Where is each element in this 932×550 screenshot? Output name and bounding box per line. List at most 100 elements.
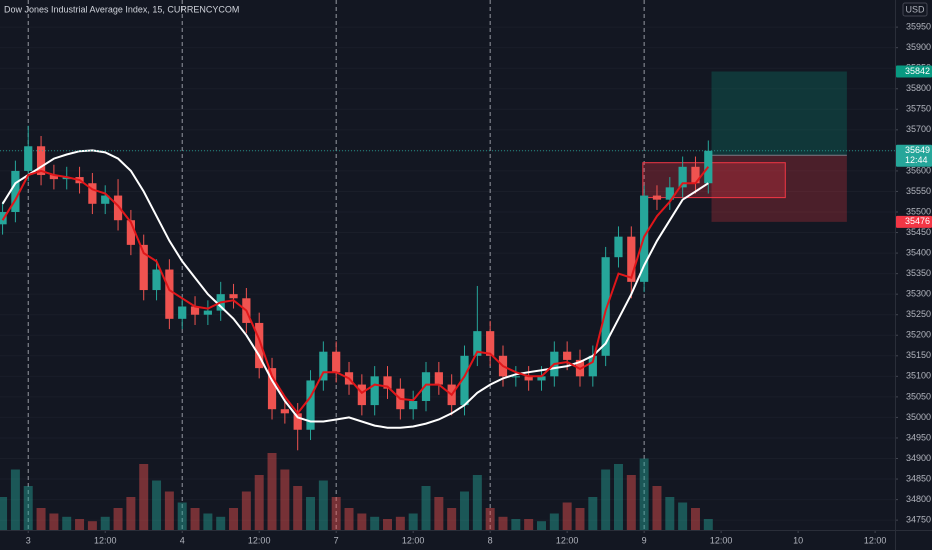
volume-bar [434,497,444,530]
candle-body [383,376,392,389]
candle-body [588,355,597,377]
volume-bar [190,508,200,530]
candle-body [652,195,662,200]
volume-bar [652,486,662,530]
price-label: 35842 [905,66,930,76]
y-tick-label: 35350 [906,268,931,278]
volume-bar [370,516,380,530]
y-tick-label: 35450 [906,227,931,237]
candle-body [537,376,546,381]
volume-bar [203,513,213,530]
y-tick-label: 35600 [906,165,931,175]
volume-bar [36,508,46,530]
chart-title: Dow Jones Industrial Average Index, 15, … [4,4,239,14]
volume-bar [460,491,469,530]
candle-body [524,376,533,381]
candle-body [267,368,277,410]
y-tick-label: 34950 [906,432,931,442]
profit-zone [711,71,847,156]
price-label-bg [896,144,932,167]
candle-body [319,351,328,381]
y-tick-label: 35900 [906,42,931,52]
candle-body [306,380,315,430]
x-tick-label: 9 [642,535,647,545]
volume-bar [139,464,149,530]
moving-average [1,166,710,415]
volume-bar [177,502,187,530]
volume-bar [626,475,636,530]
candle-body [370,376,379,406]
candle-body [255,322,264,369]
candle-body [627,236,636,282]
candle-body [332,351,341,373]
volume-bar [100,516,110,530]
y-tick-label: 34900 [906,453,931,463]
volume-bar [485,508,495,530]
x-tick-label: 12:00 [864,535,887,545]
candle-body [511,376,520,378]
candle-body [152,269,161,291]
volume-bar [383,519,393,530]
candle-body [293,413,302,430]
volume-bar [665,497,675,530]
volume-bar [293,486,303,530]
y-tick-label: 35800 [906,83,931,93]
y-tick-label: 35150 [906,350,931,360]
volume-bar [254,475,264,530]
y-tick-label: 35750 [906,104,931,114]
y-tick-label: 34850 [906,473,931,483]
candle-body [229,294,238,299]
loss-zone [711,155,847,222]
volume-bar [524,519,534,530]
volume-bar [395,516,405,530]
candle-body [409,400,418,410]
x-tick-label: 7 [334,535,339,545]
candle-body [434,372,443,385]
volume-bar [280,469,290,530]
volume-bar [511,519,521,530]
volume-bar [0,497,8,530]
x-tick-label: 12:00 [556,535,579,545]
candle-body [139,244,148,291]
volume-bar [62,516,72,530]
volume-bar [113,508,123,530]
volume-bar [421,486,431,530]
candle-body [473,331,482,356]
volume-bar [229,508,239,530]
volume-bar [703,519,713,530]
volume-bar [678,502,688,530]
volume-bar [601,469,611,530]
y-tick-label: 35050 [906,391,931,401]
candle-body [24,146,33,171]
y-tick-label: 34800 [906,494,931,504]
volume-bar [164,491,174,530]
volume-bar [216,516,226,530]
candle-body [357,384,366,406]
candle-body [280,409,289,414]
candle-body [486,331,495,356]
x-tick-label: 4 [180,535,185,545]
x-tick-label: 10 [793,535,803,545]
volume-bar [690,508,700,530]
volume-bar [306,497,316,530]
volume-bar [613,464,623,530]
candle-body [11,170,20,212]
volume-bar [408,513,418,530]
candle-body [178,306,187,319]
volume-bar [241,491,251,530]
volume-bar [472,475,482,530]
y-tick-label: 35550 [906,186,931,196]
currency-box[interactable] [902,2,928,17]
candle-body [601,257,610,356]
candle-body [614,236,623,258]
y-tick-label: 35500 [906,206,931,216]
volume-bar [331,497,341,530]
y-tick-label: 35200 [906,330,931,340]
y-tick-label: 35700 [906,124,931,134]
volume-bar [75,519,85,530]
x-tick-label: 12:00 [402,535,425,545]
candle-body [49,175,58,180]
currency[interactable]: USD [905,4,925,14]
candle-body [113,195,123,221]
